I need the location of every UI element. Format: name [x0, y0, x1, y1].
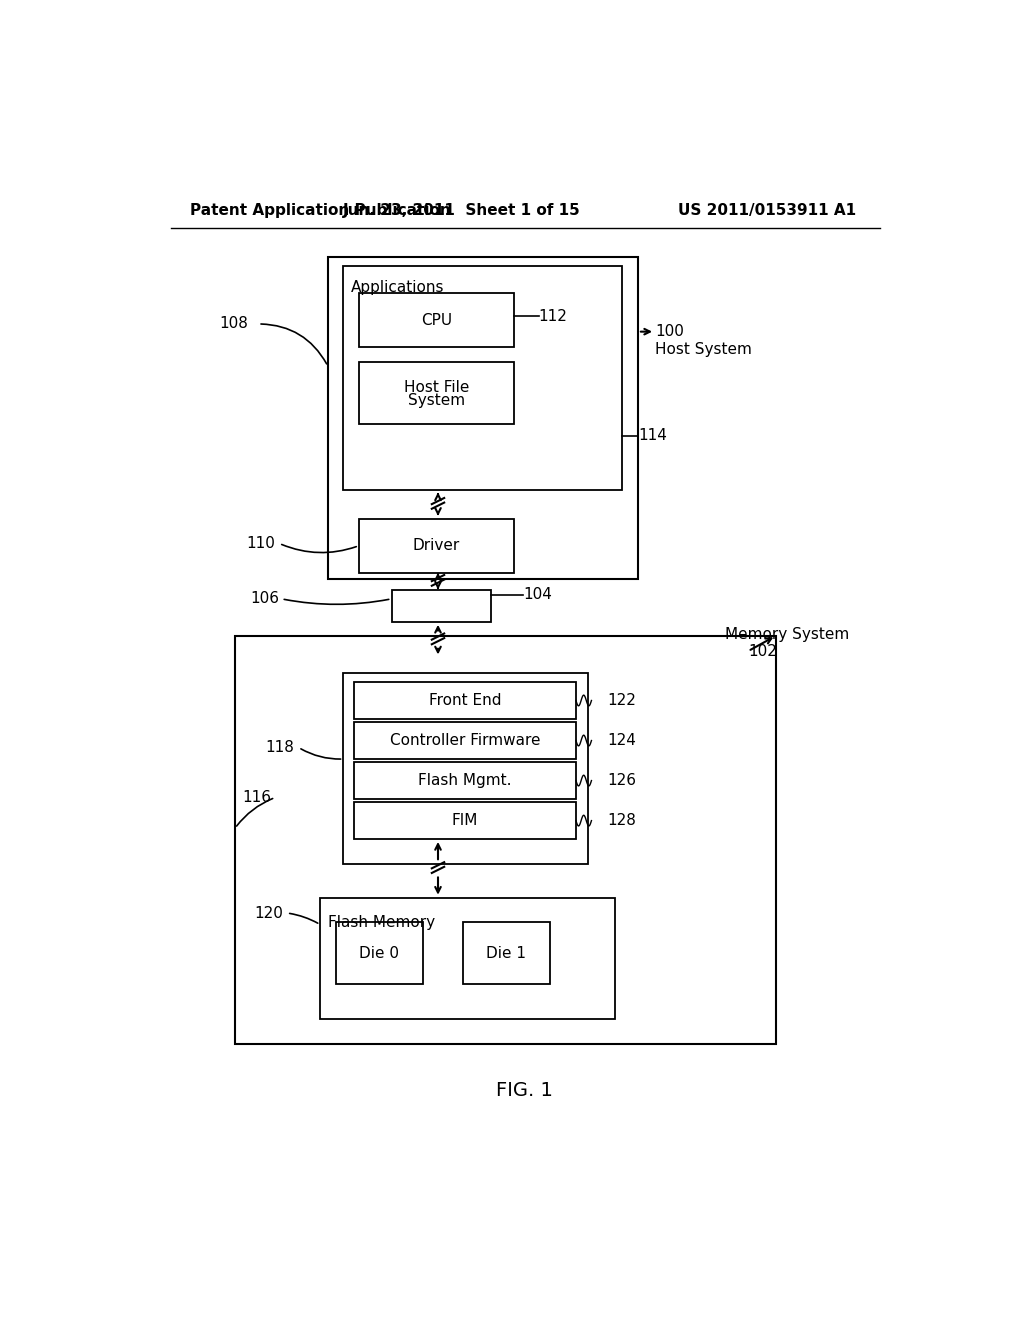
- Text: 100: 100: [655, 325, 684, 339]
- Text: Die 0: Die 0: [359, 945, 399, 961]
- Text: CPU: CPU: [421, 313, 452, 327]
- Bar: [336, 923, 423, 983]
- Text: 114: 114: [638, 428, 667, 444]
- Bar: [359, 363, 514, 424]
- Text: Host System: Host System: [655, 342, 752, 356]
- Bar: [359, 519, 514, 573]
- FancyArrowPatch shape: [301, 748, 341, 759]
- Text: Host File: Host File: [403, 380, 469, 395]
- Text: 102: 102: [748, 644, 777, 659]
- Bar: [391, 590, 490, 622]
- Text: Memory System: Memory System: [725, 627, 849, 642]
- Bar: [321, 898, 614, 1019]
- FancyArrowPatch shape: [282, 544, 356, 553]
- FancyArrowPatch shape: [290, 913, 317, 923]
- Text: 108: 108: [219, 317, 248, 331]
- Text: Patent Application Publication: Patent Application Publication: [190, 203, 451, 218]
- Bar: [359, 293, 514, 347]
- Text: Die 1: Die 1: [486, 945, 526, 961]
- FancyArrowPatch shape: [285, 599, 389, 605]
- Text: Driver: Driver: [413, 539, 460, 553]
- Text: FIM: FIM: [452, 813, 478, 828]
- FancyArrowPatch shape: [261, 323, 327, 364]
- Text: Front End: Front End: [429, 693, 502, 708]
- Text: FIG. 1: FIG. 1: [497, 1081, 553, 1100]
- FancyArrowPatch shape: [237, 799, 272, 826]
- Text: Flash Memory: Flash Memory: [328, 915, 435, 929]
- Text: Applications: Applications: [351, 280, 444, 296]
- Bar: [328, 257, 638, 578]
- Text: 116: 116: [243, 789, 271, 805]
- Text: 106: 106: [250, 591, 280, 606]
- Bar: [343, 267, 623, 490]
- Text: 110: 110: [247, 536, 275, 550]
- Text: Flash Mgmt.: Flash Mgmt.: [419, 774, 512, 788]
- Text: Jun. 23, 2011  Sheet 1 of 15: Jun. 23, 2011 Sheet 1 of 15: [342, 203, 581, 218]
- Text: 118: 118: [266, 741, 295, 755]
- Bar: [354, 762, 575, 799]
- Text: US 2011/0153911 A1: US 2011/0153911 A1: [678, 203, 856, 218]
- Bar: [354, 803, 575, 840]
- Bar: [354, 682, 575, 719]
- Text: 126: 126: [607, 774, 636, 788]
- Bar: [343, 673, 589, 863]
- Text: 124: 124: [607, 733, 636, 748]
- Text: 120: 120: [254, 906, 283, 920]
- Text: 112: 112: [539, 309, 567, 323]
- Text: 104: 104: [523, 587, 552, 602]
- Text: 128: 128: [607, 813, 636, 828]
- Text: Controller Firmware: Controller Firmware: [390, 733, 541, 748]
- Bar: [354, 722, 575, 759]
- Bar: [463, 923, 550, 983]
- Bar: [234, 636, 776, 1044]
- Text: 122: 122: [607, 693, 636, 708]
- Text: System: System: [408, 393, 465, 408]
